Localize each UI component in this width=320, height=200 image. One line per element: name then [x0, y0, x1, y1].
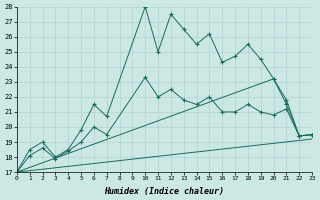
X-axis label: Humidex (Indice chaleur): Humidex (Indice chaleur): [104, 187, 224, 196]
